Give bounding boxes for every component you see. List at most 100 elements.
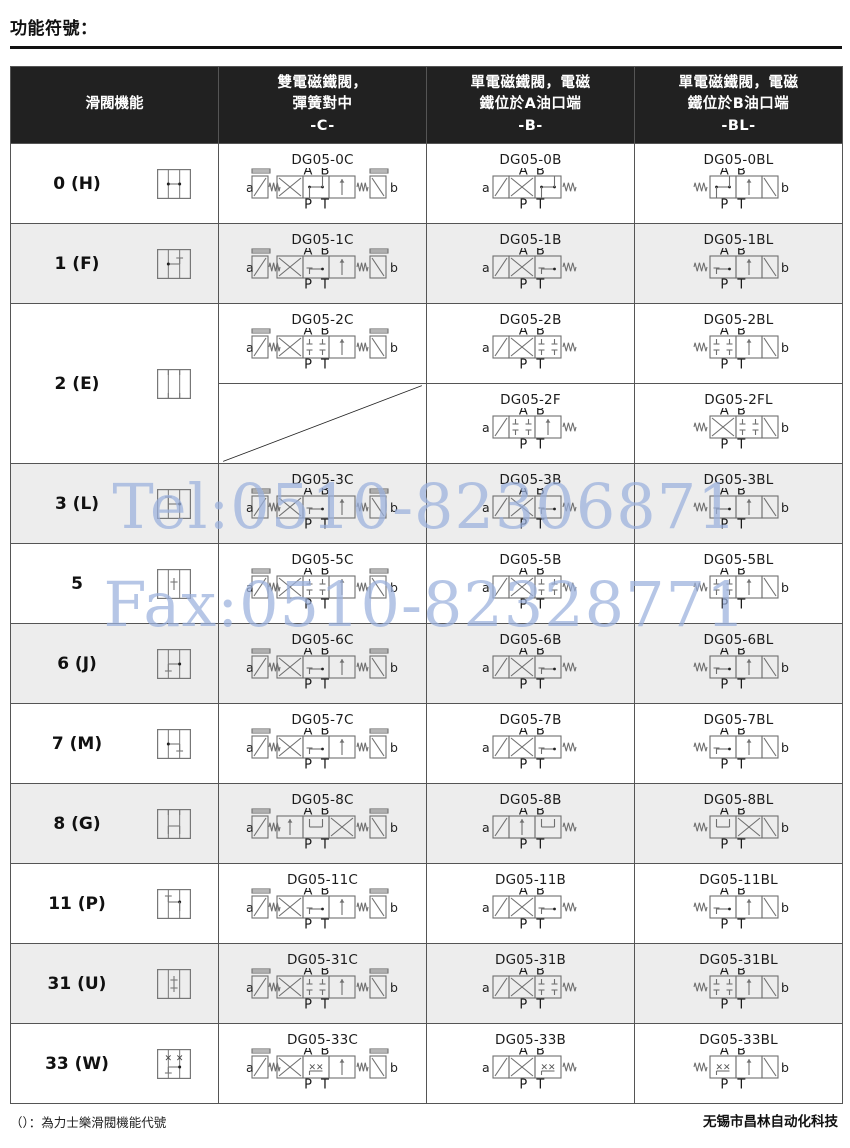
svg-text:a: a <box>246 1060 254 1075</box>
svg-text:A: A <box>518 1048 527 1059</box>
svg-text:A: A <box>719 488 728 499</box>
svg-text:T: T <box>535 838 544 853</box>
svg-text:T: T <box>736 278 745 293</box>
c-code: DG05-7C <box>291 711 354 728</box>
svg-text:P: P <box>720 758 728 773</box>
svg-text:P: P <box>304 198 312 213</box>
svg-text:T: T <box>736 838 745 853</box>
svg-text:T: T <box>320 598 329 613</box>
table-row: 33 (W) ✕ ✕ DG05-33C ✕✕ a b A B P T DG05-33B ✕✕ a… <box>10 1023 843 1104</box>
spool-0h-icon <box>143 168 204 199</box>
svg-text:A: A <box>518 568 527 579</box>
svg-text:a: a <box>246 740 254 755</box>
c-code: DG05-0C <box>291 151 354 168</box>
svg-text:b: b <box>781 740 789 755</box>
svg-text:b: b <box>390 340 398 355</box>
table-header: 滑閥機能 雙電磁鐵閥， 彈簧對中 -C- 單電磁鐵閥，電磁 鐵位於A油口端 -B… <box>10 66 843 144</box>
svg-text:a: a <box>482 660 490 675</box>
symbol-cell-c: DG05-33C ✕✕ a b A B P T <box>218 1023 427 1104</box>
svg-text:✕: ✕ <box>175 1054 183 1064</box>
svg-text:A: A <box>719 808 728 819</box>
svg-text:a: a <box>482 260 490 275</box>
svg-text:A: A <box>518 408 527 419</box>
svg-text:P: P <box>519 758 527 773</box>
c-code: DG05-33C <box>286 1031 359 1048</box>
header-bl-line2: 鐵位於B油口端 <box>687 96 790 113</box>
svg-text:P: P <box>304 518 312 533</box>
svg-text:T: T <box>535 678 544 693</box>
svg-text:A: A <box>518 968 527 979</box>
svg-text:b: b <box>781 180 789 195</box>
header-b-line2: 鐵位於A油口端 <box>479 96 582 113</box>
header-double-solenoid-c: 雙電磁鐵閥， 彈簧對中 -C- <box>218 66 427 144</box>
svg-text:P: P <box>519 678 527 693</box>
svg-text:B: B <box>736 728 745 739</box>
svg-text:T: T <box>320 358 329 373</box>
svg-text:T: T <box>535 598 544 613</box>
svg-text:T: T <box>736 998 745 1013</box>
bl-code: DG05-1BL <box>703 231 774 248</box>
svg-text:P: P <box>720 838 728 853</box>
svg-text:B: B <box>736 808 745 819</box>
c-code: DG05-5C <box>291 551 354 568</box>
b-code: DG05-8B <box>499 791 562 808</box>
svg-text:A: A <box>304 808 313 819</box>
symbol-cell-bl: DG05-33BL ✕✕ b A B P T <box>634 1023 843 1104</box>
svg-text:A: A <box>518 488 527 499</box>
svg-text:P: P <box>304 678 312 693</box>
svg-text:T: T <box>320 278 329 293</box>
svg-text:T: T <box>320 918 329 933</box>
spool-7m-icon <box>143 728 204 759</box>
svg-text:T: T <box>320 998 329 1013</box>
svg-text:B: B <box>535 728 544 739</box>
spool-11p-icon <box>143 888 204 919</box>
svg-text:✕: ✕ <box>164 1054 172 1064</box>
symbol-cell-b: DG05-33B ✕✕ a A B P T <box>426 1023 635 1104</box>
svg-text:a: a <box>246 900 254 915</box>
spool-function-label: 1 (F) <box>54 253 100 274</box>
svg-text:A: A <box>719 408 728 419</box>
header-b-code: -B- <box>518 117 543 134</box>
svg-text:P: P <box>304 838 312 853</box>
svg-text:T: T <box>736 438 745 453</box>
svg-text:A: A <box>304 1048 313 1059</box>
svg-text:a: a <box>482 420 490 435</box>
svg-text:T: T <box>736 358 745 373</box>
svg-text:B: B <box>736 408 745 419</box>
svg-text:b: b <box>390 500 398 515</box>
svg-text:A: A <box>304 968 313 979</box>
spool-function-label: 2 (E) <box>54 373 100 394</box>
svg-text:A: A <box>518 248 527 259</box>
svg-text:A: A <box>719 968 728 979</box>
svg-text:✕✕: ✕✕ <box>308 1063 323 1073</box>
spool-function-label: 8 (G) <box>53 813 101 834</box>
svg-text:A: A <box>304 328 313 339</box>
svg-text:P: P <box>519 438 527 453</box>
spool-function-label: 33 (W) <box>45 1053 109 1074</box>
svg-text:T: T <box>736 198 745 213</box>
svg-text:✕✕: ✕✕ <box>540 1063 555 1073</box>
svg-text:B: B <box>736 648 745 659</box>
